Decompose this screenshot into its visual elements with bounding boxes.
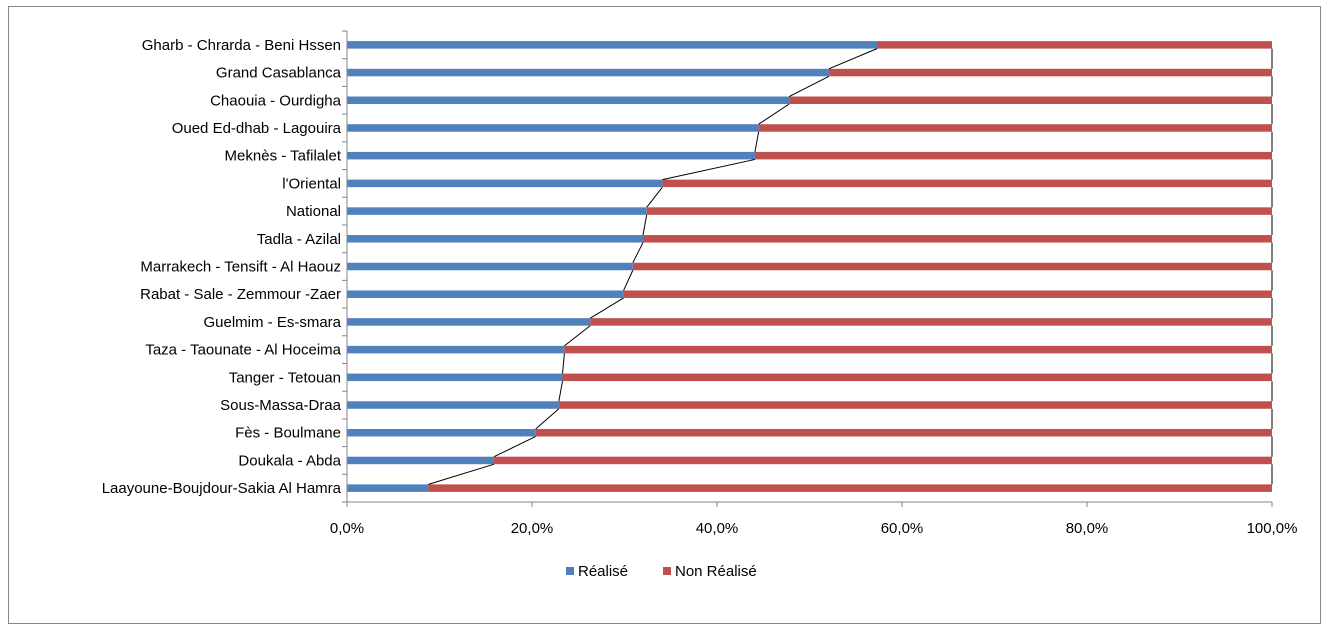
bar-realise [347,207,647,215]
series-lines-layer [428,48,1273,485]
x-tick-label: 80,0% [1066,520,1109,537]
series-line [642,214,648,236]
bar-realise [347,235,643,243]
category-label: Doukala - Abda [238,452,341,469]
x-tick-label: 40,0% [696,520,739,537]
category-label: Oued Ed-dhab - Lagouira [172,120,342,137]
bar-realise [347,262,633,271]
bar-realise [347,456,495,465]
category-label: Fès - Boulmane [235,425,341,442]
bar-realise [347,345,565,354]
category-label: Tadla - Azilal [257,231,341,248]
legend: Réalisé Non Réalisé [566,563,757,580]
bar-realise [347,96,790,105]
category-label: Marrakech - Tensift - Al Haouz [140,259,341,276]
series-line [662,158,756,181]
chart-frame [8,6,1321,624]
bars-layer [347,41,1272,492]
legend-swatch [566,567,574,575]
category-label: Laayoune-Boujdour-Sakia Al Hamra [102,480,342,497]
series-line [558,380,564,402]
bar-non-realise [564,345,1272,354]
category-label: Rabat - Sale - Zemmour -Zaer [140,286,341,303]
bar-realise [347,290,624,298]
category-label: l'Oriental [282,175,341,192]
series-line [758,103,790,125]
series-line [590,297,624,319]
series-line [428,463,495,485]
bar-realise [347,179,663,188]
x-tick-label: 0,0% [330,520,364,537]
bar-non-realise [789,96,1272,105]
category-label: Taza - Taounate - Al Hoceima [145,342,341,359]
series-line [564,325,591,347]
category-label: Chaouia - Ourdigha [210,92,342,109]
x-tick-label: 20,0% [511,520,554,537]
bar-realise [347,373,563,382]
bar-realise [347,401,559,409]
legend-label: Réalisé [578,563,628,580]
bar-non-realise [623,290,1272,298]
bar-realise [347,428,536,437]
category-label: Tanger - Tetouan [229,369,341,386]
series-line [646,186,663,208]
bar-non-realise [877,41,1272,49]
bar-non-realise [562,373,1272,382]
legend-label: Non Réalisé [675,563,757,580]
series-line [754,131,760,153]
bar-realise [347,68,829,77]
series-line [788,75,830,97]
bar-non-realise [828,68,1272,77]
bar-non-realise [494,456,1272,465]
bar-non-realise [646,207,1272,215]
category-label: Grand Casablanca [216,65,342,82]
category-label: National [286,203,341,220]
bar-realise [347,41,878,49]
series-line [493,436,536,458]
bar-non-realise [662,179,1272,188]
bar-non-realise [754,151,1272,160]
series-line [535,408,560,430]
series-line [562,353,565,374]
bar-realise [347,151,755,160]
bar-realise [347,124,759,132]
bar-non-realise [558,401,1272,409]
bar-non-realise [590,318,1272,326]
axis-layer [342,30,1273,507]
bar-non-realise [535,428,1272,437]
bar-realise [347,318,591,326]
series-line [632,242,644,263]
category-labels: Gharb - Chrarda - Beni Hssen Grand Casabl… [102,37,342,497]
category-label: Gharb - Chrarda - Beni Hssen [142,37,341,54]
bar-non-realise [428,484,1272,492]
x-tick-label: 100,0% [1247,520,1298,537]
bar-non-realise [632,262,1272,271]
series-line [828,48,878,70]
bar-non-realise [758,124,1272,132]
series-line [623,270,634,291]
bar-non-realise [643,235,1272,243]
x-tick-label: 60,0% [881,520,924,537]
bar-realise [347,484,429,492]
category-label: Meknès - Tafilalet [225,148,342,165]
category-label: Sous-Massa-Draa [220,397,342,414]
legend-swatch [663,567,671,575]
category-label: Guelmim - Es-smara [203,314,341,331]
x-tick-labels: 0,0% 20,0% 40,0% 60,0% 80,0% 100,0% [330,520,1298,537]
